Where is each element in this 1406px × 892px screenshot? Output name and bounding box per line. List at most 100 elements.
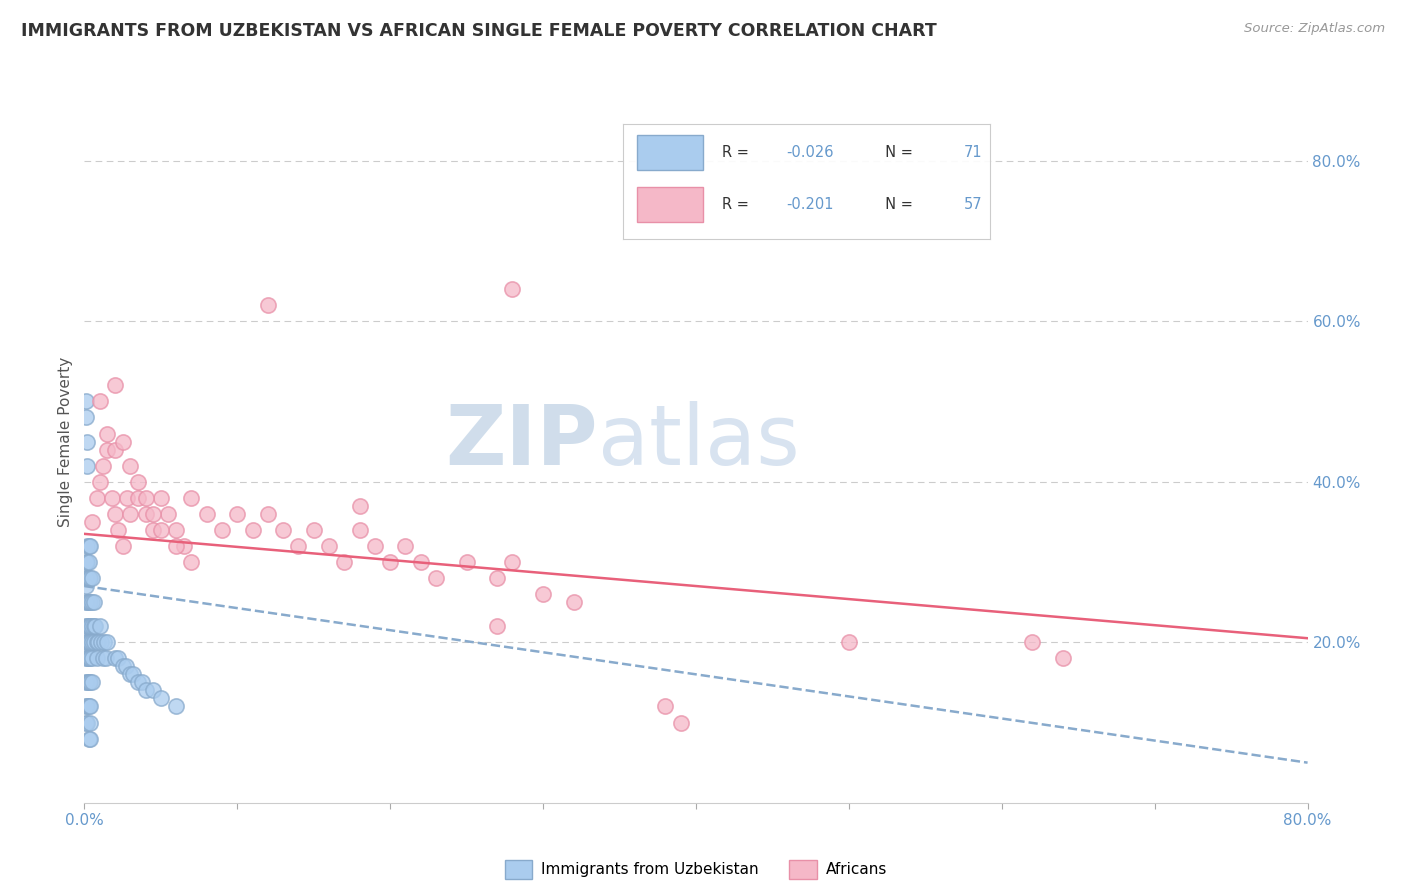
Point bbox=[111, 539, 134, 553]
Point bbox=[104, 378, 127, 392]
Point bbox=[76, 699, 98, 714]
Point bbox=[80, 635, 103, 649]
Point bbox=[75, 595, 97, 609]
Point bbox=[257, 507, 280, 521]
Point bbox=[77, 571, 100, 585]
Point bbox=[77, 731, 100, 746]
Point bbox=[104, 651, 127, 665]
Point bbox=[257, 298, 280, 312]
Point bbox=[654, 699, 676, 714]
Text: atlas: atlas bbox=[598, 401, 800, 482]
Point bbox=[380, 555, 402, 569]
Point bbox=[90, 635, 112, 649]
Point bbox=[562, 595, 585, 609]
Point bbox=[120, 458, 142, 473]
Point bbox=[101, 491, 124, 505]
Point bbox=[89, 394, 111, 409]
Point bbox=[142, 523, 165, 537]
Point bbox=[111, 659, 134, 673]
Point bbox=[79, 651, 101, 665]
Point bbox=[77, 635, 100, 649]
Point bbox=[77, 595, 100, 609]
Point bbox=[75, 651, 97, 665]
Point bbox=[502, 282, 524, 296]
Point bbox=[77, 619, 100, 633]
Point bbox=[77, 675, 100, 690]
Point bbox=[1021, 635, 1043, 649]
Point bbox=[76, 651, 98, 665]
Point bbox=[76, 635, 98, 649]
Point bbox=[302, 523, 325, 537]
Point bbox=[91, 651, 114, 665]
Point bbox=[80, 571, 103, 585]
Text: IMMIGRANTS FROM UZBEKISTAN VS AFRICAN SINGLE FEMALE POVERTY CORRELATION CHART: IMMIGRANTS FROM UZBEKISTAN VS AFRICAN SI… bbox=[21, 22, 936, 40]
Point bbox=[83, 595, 105, 609]
Point bbox=[75, 675, 97, 690]
Point bbox=[76, 595, 98, 609]
Point bbox=[142, 507, 165, 521]
Point bbox=[77, 555, 100, 569]
Point bbox=[96, 442, 118, 457]
Point bbox=[195, 507, 218, 521]
Point bbox=[157, 507, 180, 521]
Point bbox=[79, 571, 101, 585]
Point bbox=[75, 571, 97, 585]
Point bbox=[94, 651, 117, 665]
Point bbox=[122, 667, 145, 681]
Point bbox=[75, 579, 97, 593]
Point bbox=[83, 635, 105, 649]
Point bbox=[127, 675, 149, 690]
Point bbox=[409, 555, 432, 569]
Point bbox=[80, 651, 103, 665]
Point bbox=[75, 555, 97, 569]
Point bbox=[1052, 651, 1074, 665]
Point bbox=[531, 587, 554, 601]
Point bbox=[86, 635, 108, 649]
Point bbox=[91, 458, 114, 473]
Point bbox=[79, 539, 101, 553]
Point bbox=[93, 635, 115, 649]
Point bbox=[76, 434, 98, 449]
Legend: Immigrants from Uzbekistan, Africans: Immigrants from Uzbekistan, Africans bbox=[498, 854, 894, 885]
Point bbox=[149, 523, 172, 537]
Point bbox=[75, 619, 97, 633]
Point bbox=[486, 619, 509, 633]
Point bbox=[75, 410, 97, 425]
Point bbox=[142, 683, 165, 698]
Point bbox=[86, 651, 108, 665]
Point bbox=[114, 659, 136, 673]
Point bbox=[180, 491, 202, 505]
Point bbox=[107, 523, 129, 537]
Point bbox=[502, 555, 524, 569]
Y-axis label: Single Female Poverty: Single Female Poverty bbox=[58, 357, 73, 526]
Point bbox=[84, 619, 107, 633]
Point bbox=[149, 491, 172, 505]
Point bbox=[77, 539, 100, 553]
Point bbox=[96, 426, 118, 441]
Point bbox=[135, 683, 157, 698]
Point bbox=[120, 667, 142, 681]
Point bbox=[173, 539, 195, 553]
Point bbox=[79, 635, 101, 649]
Point bbox=[80, 675, 103, 690]
Point bbox=[104, 442, 127, 457]
Point bbox=[287, 539, 309, 553]
Point bbox=[75, 394, 97, 409]
Point bbox=[107, 651, 129, 665]
Point bbox=[425, 571, 447, 585]
Point bbox=[149, 691, 172, 706]
Point bbox=[127, 491, 149, 505]
Point bbox=[349, 523, 371, 537]
Point bbox=[75, 699, 97, 714]
Point bbox=[76, 571, 98, 585]
Point bbox=[838, 635, 860, 649]
Point bbox=[165, 539, 187, 553]
Point bbox=[242, 523, 264, 537]
Point bbox=[76, 715, 98, 730]
Point bbox=[211, 523, 233, 537]
Point bbox=[165, 523, 187, 537]
Point bbox=[89, 619, 111, 633]
Point bbox=[115, 491, 138, 505]
Point bbox=[333, 555, 356, 569]
Point bbox=[83, 619, 105, 633]
